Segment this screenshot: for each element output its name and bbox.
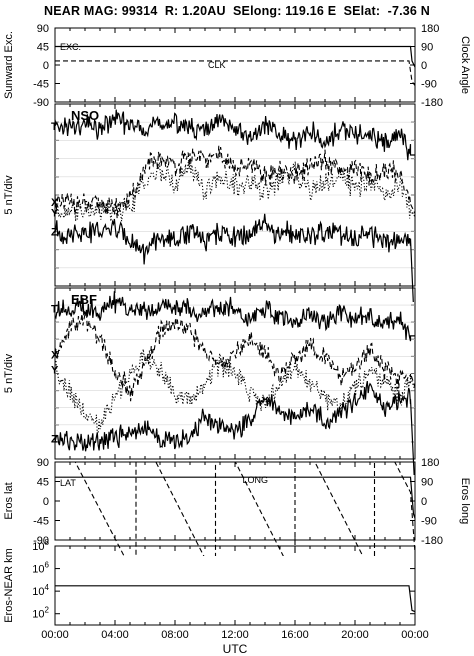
- x-tick-label: 20:00: [341, 629, 369, 641]
- y-tick-label-right: 0: [421, 60, 427, 72]
- y-tick-label: 45: [37, 477, 49, 489]
- annotation-exc: EXC.: [60, 42, 81, 52]
- y-tick-label: 45: [37, 42, 49, 54]
- annotation-clk: CLK: [208, 60, 226, 70]
- y-tick-label: -45: [33, 516, 49, 528]
- y-tick-label: 108: [32, 538, 49, 553]
- y-tick-label-right: 180: [421, 457, 439, 469]
- y-tick-label: 0: [43, 60, 49, 72]
- series-label-z: Z: [51, 433, 58, 445]
- annotation-nso: NSO: [71, 108, 99, 123]
- y-tick-label: 106: [32, 561, 49, 576]
- x-tick-label: 16:00: [281, 629, 309, 641]
- y-tick-label: -90: [33, 535, 49, 547]
- y-tick-label: 102: [32, 606, 49, 621]
- series-eros-near-distance-distance: [55, 585, 415, 613]
- y-tick-label-right: 180: [421, 23, 439, 35]
- panel-eros-lat-long: [54, 461, 416, 556]
- y-axis-label-right: Eros long: [459, 478, 471, 524]
- series-label-t: T: [51, 304, 58, 316]
- annotation-lat: LAT: [60, 478, 76, 488]
- series-nso-z: [55, 213, 414, 302]
- series-ebf-y: [55, 349, 415, 436]
- x-tick-label: 00:00: [41, 629, 69, 641]
- series-nso-y: [55, 161, 415, 222]
- series-ebf-x: [55, 312, 415, 402]
- series-sunward-clock-clk: [55, 60, 415, 86]
- series-nso-x: [55, 145, 415, 219]
- x-axis-label: UTC: [223, 642, 248, 656]
- y-axis-label: Eros lat: [3, 482, 15, 519]
- series-eros-lat-long-lat: [55, 476, 415, 519]
- x-tick-label: 12:00: [221, 629, 249, 641]
- series-label-x: X: [51, 197, 59, 209]
- y-tick-label: -45: [33, 79, 49, 91]
- series-ebf-z: [55, 380, 415, 475]
- series-sunward-clock-exc: [55, 45, 415, 68]
- y-axis-label: 5 nT/div: [3, 175, 15, 215]
- y-tick-label: 90: [37, 23, 49, 35]
- y-tick-label: -90: [33, 97, 49, 109]
- annotation-ebf: EBF: [71, 292, 97, 307]
- annotation-long: LONG: [243, 475, 269, 485]
- y-tick-label-right: 90: [421, 477, 433, 489]
- series-label-y: Y: [51, 365, 59, 377]
- series-label-z: Z: [51, 226, 58, 238]
- x-tick-label: 04:00: [101, 629, 129, 641]
- y-axis-label: Sunward Exc.: [3, 31, 15, 99]
- x-tick-label: 00:00: [401, 629, 429, 641]
- y-tick-label: 0: [43, 496, 49, 508]
- series-eros-lat-long-long: [74, 462, 415, 556]
- panel-ebf: [54, 287, 416, 475]
- y-tick-label-right: -90: [421, 79, 437, 91]
- panel-frame: [54, 461, 416, 541]
- series-label-t: T: [51, 121, 58, 133]
- x-tick-label: 08:00: [161, 629, 189, 641]
- series-nso-t: [55, 109, 415, 161]
- y-tick-label: 90: [37, 457, 49, 469]
- y-tick-label-right: -90: [421, 516, 437, 528]
- y-tick-label-right: -180: [421, 97, 443, 109]
- y-tick-label-right: -180: [421, 535, 443, 547]
- y-axis-label: Eros-NEAR km: [3, 548, 15, 623]
- panel-sunward-clock: [54, 27, 416, 103]
- y-tick-label-right: 0: [421, 496, 427, 508]
- y-axis-label-right: Clock Angle: [459, 36, 471, 94]
- page-title: NEAR MAG: 99314 R: 1.20AU SElong: 119.16…: [44, 4, 430, 18]
- panel-nso: [54, 103, 416, 302]
- panel-eros-near-distance: 108 106 104 102: [32, 538, 416, 626]
- series-label-x: X: [51, 349, 59, 361]
- series-label-y: Y: [51, 208, 59, 220]
- y-tick-label-right: 90: [421, 42, 433, 54]
- series-ebf-t: [55, 291, 415, 342]
- panel-frame: [54, 27, 416, 103]
- y-tick-label: 104: [32, 583, 49, 598]
- y-axis-label: 5 nT/div: [3, 353, 15, 393]
